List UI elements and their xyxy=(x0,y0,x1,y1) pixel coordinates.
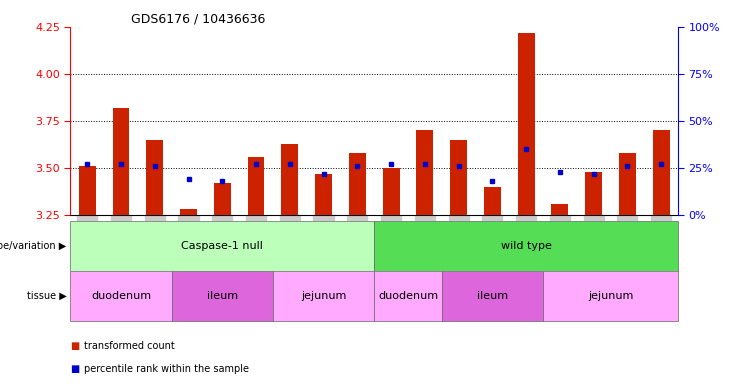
Text: tissue ▶: tissue ▶ xyxy=(27,291,67,301)
Text: ■: ■ xyxy=(70,341,79,351)
Bar xyxy=(113,108,130,215)
Bar xyxy=(382,168,399,215)
Text: wild type: wild type xyxy=(501,241,551,251)
Text: genotype/variation ▶: genotype/variation ▶ xyxy=(0,241,67,251)
Text: duodenum: duodenum xyxy=(91,291,151,301)
Bar xyxy=(349,153,366,215)
Bar xyxy=(442,271,543,321)
Bar xyxy=(70,221,374,271)
Bar xyxy=(70,271,172,321)
Text: jejunum: jejunum xyxy=(301,291,346,301)
Bar xyxy=(653,130,670,215)
Text: percentile rank within the sample: percentile rank within the sample xyxy=(84,364,249,374)
Text: ileum: ileum xyxy=(207,291,238,301)
Bar xyxy=(416,130,433,215)
Bar xyxy=(484,187,501,215)
Bar xyxy=(543,271,678,321)
Bar xyxy=(282,144,298,215)
Bar xyxy=(214,183,230,215)
Bar xyxy=(180,209,197,215)
Bar xyxy=(247,157,265,215)
Text: jejunum: jejunum xyxy=(588,291,634,301)
Text: GDS6176 / 10436636: GDS6176 / 10436636 xyxy=(131,13,265,26)
Bar xyxy=(551,204,568,215)
Bar xyxy=(585,172,602,215)
Bar xyxy=(315,174,332,215)
Bar xyxy=(450,140,467,215)
Text: transformed count: transformed count xyxy=(84,341,174,351)
Bar xyxy=(172,271,273,321)
Text: ■: ■ xyxy=(70,364,79,374)
Bar xyxy=(374,271,442,321)
Bar xyxy=(79,166,96,215)
Bar xyxy=(146,140,163,215)
Bar xyxy=(518,33,534,215)
Text: ileum: ileum xyxy=(476,291,508,301)
Text: duodenum: duodenum xyxy=(378,291,438,301)
Bar xyxy=(619,153,636,215)
Bar xyxy=(374,221,678,271)
Bar xyxy=(273,271,374,321)
Text: Caspase-1 null: Caspase-1 null xyxy=(182,241,263,251)
